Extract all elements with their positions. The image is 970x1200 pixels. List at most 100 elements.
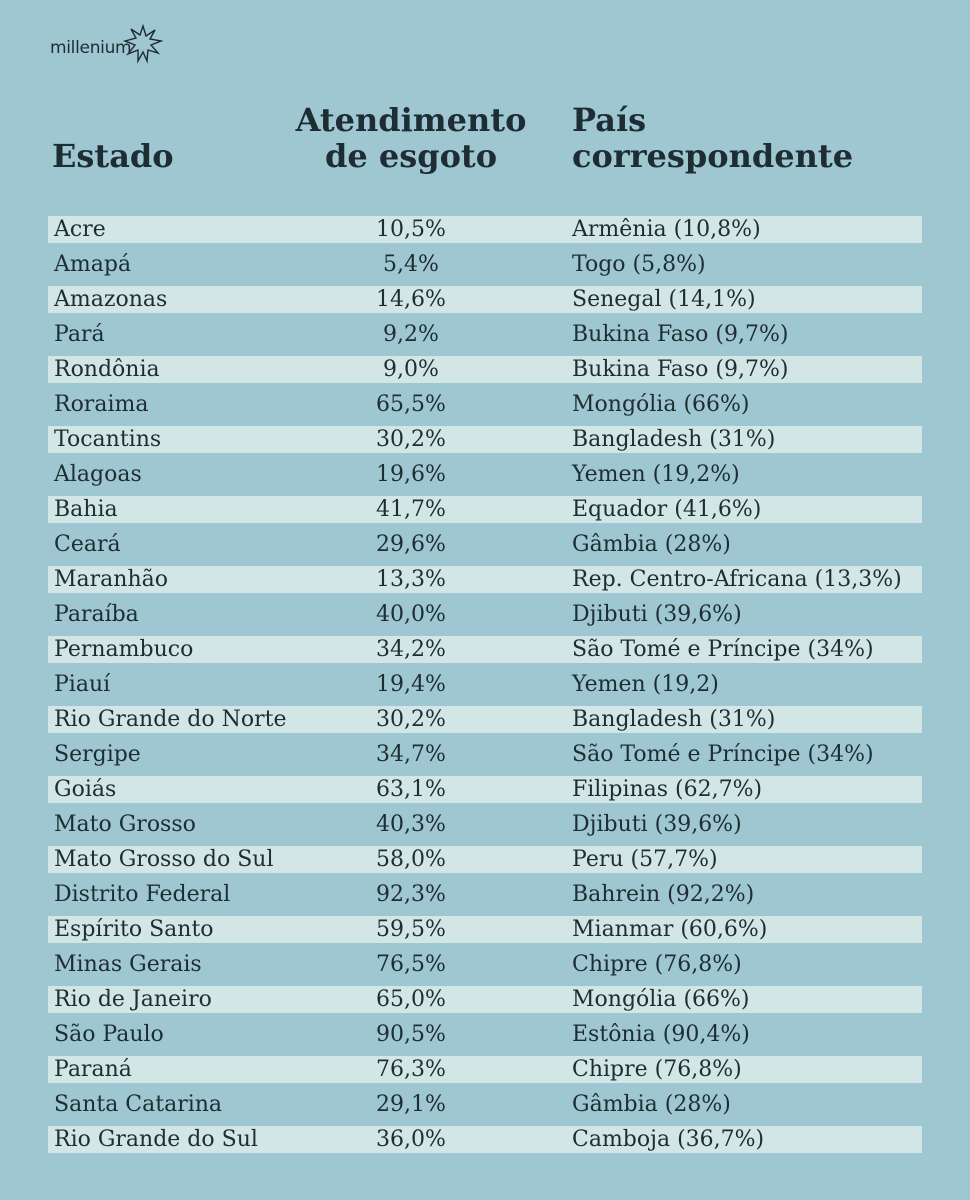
row-band [48, 496, 922, 523]
cell-estado: Paraíba [54, 602, 139, 627]
cell-estado: Rio de Janeiro [54, 987, 212, 1012]
cell-atendimento: 90,5% [376, 1022, 446, 1047]
cell-atendimento: 59,5% [376, 917, 446, 942]
data-table: Acre 10,5% Armênia (10,8%) Amapá 5,4% Togo (5… [48, 213, 922, 1158]
cell-estado: Pará [54, 322, 105, 347]
table-row: Goiás 63,1% Filipinas (62,7%) [48, 773, 922, 808]
table-row: Rio Grande do Norte 30,2% Bangladesh (31%) [48, 703, 922, 738]
row-band [48, 566, 922, 593]
table-row: Rio Grande do Sul 36,0% Camboja (36,7%) [48, 1123, 922, 1158]
cell-atendimento: 30,2% [376, 707, 446, 732]
header-atendimento-line2: de esgoto [324, 137, 498, 175]
cell-pais: Rep. Centro-Africana (13,3%) [572, 567, 902, 592]
cell-pais: Mongólia (66%) [572, 987, 750, 1012]
table-row: Rio de Janeiro 65,0% Mongólia (66%) [48, 983, 922, 1018]
table-row: Piauí 19,4% Yemen (19,2) [48, 668, 922, 703]
cell-pais: Djibuti (39,6%) [572, 602, 742, 627]
cell-pais: Chipre (76,8%) [572, 952, 742, 977]
row-band [48, 706, 922, 733]
table-row: Amazonas 14,6% Senegal (14,1%) [48, 283, 922, 318]
table-row: Rondônia 9,0% Bukina Faso (9,7%) [48, 353, 922, 388]
cell-atendimento: 92,3% [376, 882, 446, 907]
cell-pais: Gâmbia (28%) [572, 532, 731, 557]
table-row: Mato Grosso 40,3% Djibuti (39,6%) [48, 808, 922, 843]
cell-pais: Filipinas (62,7%) [572, 777, 763, 802]
table-row: Mato Grosso do Sul 58,0% Peru (57,7%) [48, 843, 922, 878]
table-row: Paraná 76,3% Chipre (76,8%) [48, 1053, 922, 1088]
cell-atendimento: 13,3% [376, 567, 446, 592]
cell-atendimento: 29,6% [376, 532, 446, 557]
table-row: Alagoas 19,6% Yemen (19,2%) [48, 458, 922, 493]
cell-atendimento: 9,2% [383, 322, 439, 347]
table-row: Ceará 29,6% Gâmbia (28%) [48, 528, 922, 563]
cell-estado: Distrito Federal [54, 882, 231, 907]
cell-estado: Paraná [54, 1057, 132, 1082]
header-pais-line1: País [572, 101, 647, 139]
cell-pais: Camboja (36,7%) [572, 1127, 765, 1152]
cell-estado: Minas Gerais [54, 952, 202, 977]
row-band [48, 426, 922, 453]
cell-pais: Yemen (19,2%) [572, 462, 740, 487]
cell-atendimento: 5,4% [383, 252, 439, 277]
cell-pais: Armênia (10,8%) [572, 217, 761, 242]
cell-pais: Togo (5,8%) [572, 252, 706, 277]
cell-estado: Tocantins [54, 427, 162, 452]
cell-atendimento: 40,3% [376, 812, 446, 837]
cell-estado: Rondônia [54, 357, 160, 382]
cell-estado: Espírito Santo [54, 917, 214, 942]
cell-estado: Sergipe [54, 742, 141, 767]
cell-pais: Bangladesh (31%) [572, 707, 776, 732]
header-atendimento-line1: Atendimento [295, 101, 527, 139]
table-row: Maranhão 13,3% Rep. Centro-Africana (13,3%… [48, 563, 922, 598]
cell-pais: Senegal (14,1%) [572, 287, 756, 312]
cell-pais: Bukina Faso (9,7%) [572, 357, 789, 382]
cell-estado: Mato Grosso [54, 812, 196, 837]
brand-name: millenium [50, 38, 132, 58]
cell-atendimento: 9,0% [383, 357, 439, 382]
cell-estado: Ceará [54, 532, 121, 557]
row-band [48, 1056, 922, 1083]
cell-estado: Pernambuco [54, 637, 194, 662]
cell-estado: Acre [54, 217, 106, 242]
cell-atendimento: 65,0% [376, 987, 446, 1012]
cell-estado: Alagoas [54, 462, 142, 487]
cell-pais: Bahrein (92,2%) [572, 882, 755, 907]
table-row: Roraima 65,5% Mongólia (66%) [48, 388, 922, 423]
table-row: Distrito Federal 92,3% Bahrein (92,2%) [48, 878, 922, 913]
cell-pais: São Tomé e Príncipe (34%) [572, 742, 874, 767]
row-band [48, 216, 922, 243]
cell-estado: Rio Grande do Norte [54, 707, 287, 732]
header-pais: País correspondente [572, 102, 853, 174]
cell-estado: Rio Grande do Sul [54, 1127, 258, 1152]
brand-logo: millenium [50, 24, 164, 64]
cell-estado: São Paulo [54, 1022, 164, 1047]
cell-pais: Bangladesh (31%) [572, 427, 776, 452]
header-estado-label: Estado [52, 137, 174, 175]
row-band [48, 356, 922, 383]
cell-atendimento: 19,4% [376, 672, 446, 697]
table-row: Tocantins 30,2% Bangladesh (31%) [48, 423, 922, 458]
header-pais-line2: correspondente [572, 137, 854, 175]
cell-pais: Djibuti (39,6%) [572, 812, 742, 837]
header-atendimento: Atendimento de esgoto [280, 102, 542, 174]
table-row: Pará 9,2% Bukina Faso (9,7%) [48, 318, 922, 353]
cell-pais: Estônia (90,4%) [572, 1022, 750, 1047]
cell-pais: Chipre (76,8%) [572, 1057, 742, 1082]
cell-pais: Yemen (19,2) [572, 672, 719, 697]
table-row: Minas Gerais 76,5% Chipre (76,8%) [48, 948, 922, 983]
cell-pais: Bukina Faso (9,7%) [572, 322, 789, 347]
cell-pais: Peru (57,7%) [572, 847, 718, 872]
cell-atendimento: 63,1% [376, 777, 446, 802]
row-band [48, 1126, 922, 1153]
cell-atendimento: 76,5% [376, 952, 446, 977]
cell-estado: Piauí [54, 672, 111, 697]
row-band [48, 846, 922, 873]
header-estado: Estado [52, 138, 174, 174]
cell-pais: Mianmar (60,6%) [572, 917, 768, 942]
table-row: Santa Catarina 29,1% Gâmbia (28%) [48, 1088, 922, 1123]
cell-estado: Mato Grosso do Sul [54, 847, 274, 872]
cell-estado: Roraima [54, 392, 149, 417]
cell-atendimento: 14,6% [376, 287, 446, 312]
cell-estado: Amazonas [54, 287, 168, 312]
cell-atendimento: 29,1% [376, 1092, 446, 1117]
